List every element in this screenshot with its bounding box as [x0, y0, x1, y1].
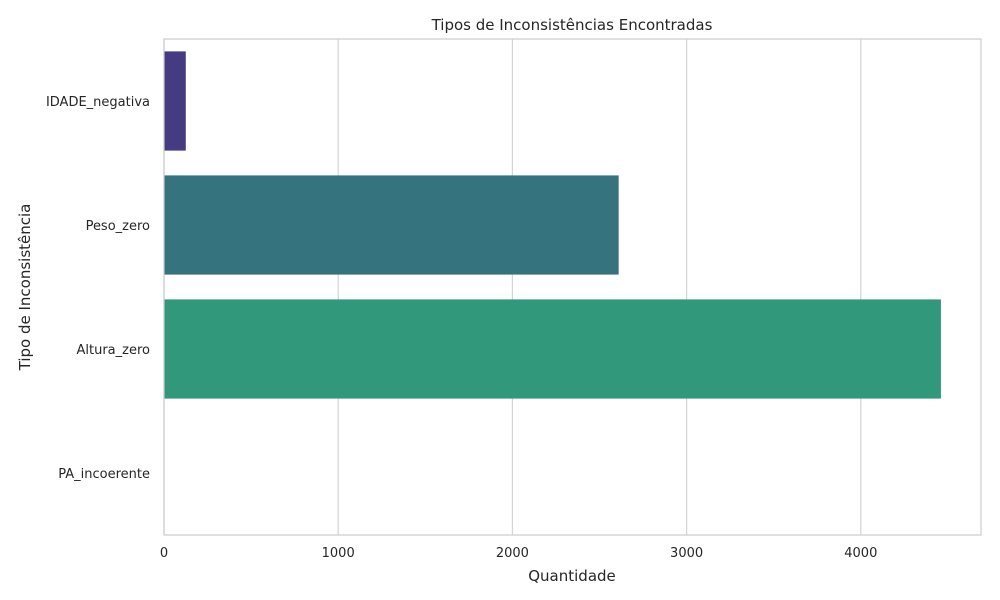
- x-tick-label-4: 4000: [844, 546, 877, 561]
- plot-frame: [163, 38, 982, 536]
- y-axis-label: Tipo de Inconsistência: [16, 204, 34, 372]
- y-tick-label-3: PA_incoerente: [58, 467, 150, 482]
- bar-Altura_zero: [164, 299, 941, 399]
- bars: [164, 51, 941, 399]
- x-tick-label-1: 1000: [322, 546, 355, 561]
- x-axis-label: Quantidade: [528, 567, 616, 585]
- bar-Peso_zero: [164, 175, 619, 275]
- x-tick-label-2: 2000: [496, 546, 529, 561]
- bar-IDADE_negativa: [164, 51, 186, 151]
- x-axis-ticks: 0 1000 2000 3000 4000: [160, 546, 877, 561]
- x-tick-label-3: 3000: [670, 546, 703, 561]
- y-tick-label-1: Peso_zero: [86, 219, 150, 234]
- gridlines: [163, 39, 862, 535]
- y-tick-label-0: IDADE_negativa: [46, 95, 150, 110]
- y-tick-label-2: Altura_zero: [77, 343, 151, 358]
- chart-title: Tipos de Inconsistências Encontradas: [431, 16, 713, 34]
- y-axis-ticks: IDADE_negativa Peso_zero Altura_zero PA_inc…: [46, 95, 150, 482]
- x-tick-label-0: 0: [160, 546, 168, 561]
